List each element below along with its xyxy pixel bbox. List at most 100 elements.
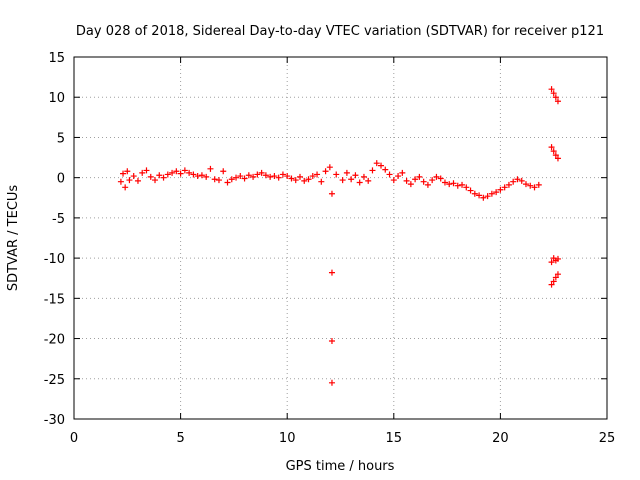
data-point xyxy=(220,168,227,175)
data-point xyxy=(152,177,159,184)
data-point xyxy=(493,189,500,196)
data-point xyxy=(194,173,201,180)
data-point xyxy=(292,177,299,184)
data-point xyxy=(463,184,470,191)
y-tick-label: 15 xyxy=(48,51,65,66)
data-point xyxy=(343,169,350,176)
data-point xyxy=(130,173,137,180)
data-point xyxy=(173,168,180,175)
data-point xyxy=(333,171,340,178)
data-point xyxy=(518,177,525,184)
data-point xyxy=(301,177,308,184)
data-point xyxy=(134,177,141,184)
data-point xyxy=(328,190,335,197)
data-point xyxy=(403,177,410,184)
data-point xyxy=(554,255,561,262)
x-tick-label: 15 xyxy=(386,431,403,446)
data-point xyxy=(245,172,252,179)
data-point xyxy=(501,184,508,191)
data-point xyxy=(416,173,423,180)
data-point xyxy=(186,169,193,176)
data-point xyxy=(339,177,346,184)
plot-frame xyxy=(73,56,608,420)
data-point xyxy=(211,176,218,183)
data-point xyxy=(510,178,517,185)
data-point xyxy=(552,274,559,281)
y-tick-label: 0 xyxy=(57,172,65,187)
data-point xyxy=(433,173,440,180)
data-point xyxy=(203,173,210,180)
data-point xyxy=(309,173,316,180)
data-point xyxy=(480,194,487,201)
data-point xyxy=(399,169,406,176)
data-point xyxy=(505,181,512,188)
data-point xyxy=(164,171,171,178)
y-tick-label: -15 xyxy=(44,292,65,307)
data-point xyxy=(126,177,133,184)
y-tick-label: -10 xyxy=(44,252,65,267)
data-point xyxy=(467,187,474,194)
data-point xyxy=(550,278,557,285)
data-point xyxy=(365,177,372,184)
data-point xyxy=(360,173,367,180)
data-point xyxy=(318,178,325,185)
data-point xyxy=(147,173,154,180)
data-point xyxy=(356,179,363,186)
data-point xyxy=(215,177,222,184)
data-point xyxy=(143,167,150,174)
data-point xyxy=(328,337,335,344)
data-point xyxy=(390,177,397,184)
data-point xyxy=(552,94,559,101)
data-point xyxy=(241,175,248,182)
y-axis-label: SDTVAR / TECUs xyxy=(6,185,21,292)
y-tick-label: -30 xyxy=(44,413,65,428)
data-point xyxy=(484,193,491,200)
data-point xyxy=(450,180,457,187)
data-point xyxy=(352,172,359,179)
data-point xyxy=(169,169,176,176)
data-point xyxy=(369,167,376,174)
data-point xyxy=(554,271,561,278)
data-point xyxy=(446,181,453,188)
data-point xyxy=(386,171,393,178)
data-point xyxy=(378,162,385,169)
data-point xyxy=(139,169,146,176)
y-axis-ticks: 15 10 5 0 -5 -10 -15 -20 -25 -30 xyxy=(44,51,607,428)
data-point xyxy=(382,166,389,173)
data-point xyxy=(497,186,504,193)
x-tick-label: 25 xyxy=(599,431,616,446)
data-point xyxy=(314,171,321,178)
data-point xyxy=(328,269,335,276)
data-point xyxy=(284,173,291,180)
data-point xyxy=(267,173,274,180)
data-point xyxy=(373,160,380,167)
data-point xyxy=(552,152,559,159)
chart-title: Day 028 of 2018, Sidereal Day-to-day VTE… xyxy=(76,24,604,39)
x-axis-label: GPS time / hours xyxy=(286,459,395,474)
data-point xyxy=(224,179,231,186)
data-point xyxy=(262,172,269,179)
data-point xyxy=(548,144,555,151)
data-point xyxy=(471,190,478,197)
data-point xyxy=(228,176,235,183)
x-axis-ticks: 0 5 10 15 20 25 xyxy=(70,57,615,446)
data-point xyxy=(531,184,538,191)
data-point xyxy=(554,98,561,105)
grid-lines xyxy=(74,57,607,419)
data-point xyxy=(395,173,402,180)
data-point xyxy=(250,173,257,180)
data-point xyxy=(237,173,244,180)
data-point xyxy=(160,174,167,181)
data-point xyxy=(288,175,295,182)
data-point xyxy=(117,178,124,185)
y-tick-label: -25 xyxy=(44,373,65,388)
data-point xyxy=(348,176,355,183)
data-point xyxy=(424,181,431,188)
data-point xyxy=(550,90,557,97)
data-point xyxy=(412,176,419,183)
data-points xyxy=(117,86,561,386)
data-point xyxy=(156,172,163,179)
data-point xyxy=(177,170,184,177)
y-tick-label: -20 xyxy=(44,333,65,348)
